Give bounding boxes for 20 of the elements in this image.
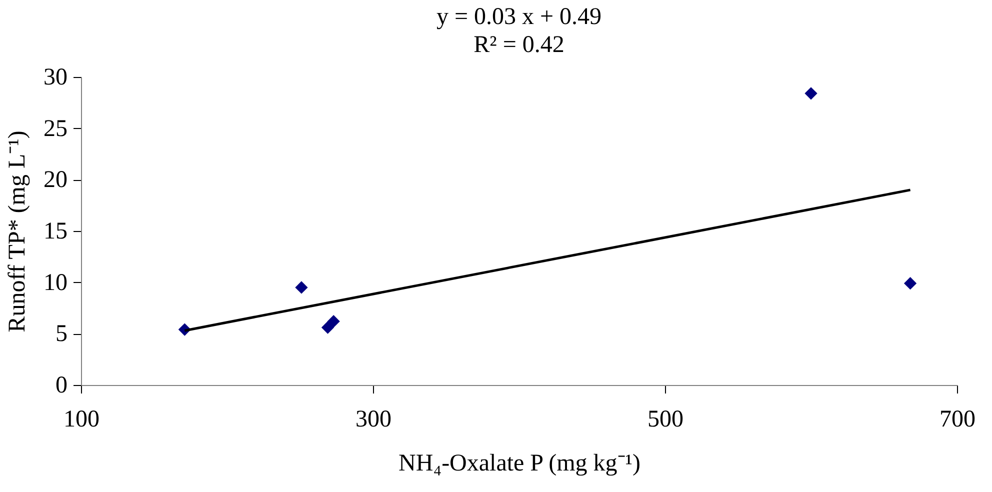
point: [321, 321, 334, 334]
point: [295, 281, 308, 294]
point: [327, 315, 340, 328]
y-tick-label: 10: [44, 270, 68, 296]
chart-subtitle: R² = 0.42: [474, 32, 564, 58]
y-tick-label: 20: [44, 167, 68, 194]
y-tick-label: 25: [44, 116, 68, 142]
x-axis-title: NH₄-Oxalate P (mg kg⁻¹): [398, 450, 640, 476]
x-tick-label: 300: [356, 406, 392, 432]
chart-title: y = 0.03 x + 0.49: [436, 4, 602, 30]
y-tick-label: 0: [56, 372, 68, 398]
point: [904, 277, 917, 290]
x-tick-label: 700: [940, 406, 976, 432]
x-tick-label: 100: [64, 406, 100, 432]
x-tick-label: 500: [648, 406, 684, 432]
y-tick-label: 15: [44, 218, 68, 244]
y-tick-label: 30: [44, 64, 68, 90]
y-tick-label: 5: [56, 321, 68, 348]
y-axis-title: Runoff TP* (mg L⁻¹): [4, 130, 30, 332]
point: [804, 87, 818, 100]
